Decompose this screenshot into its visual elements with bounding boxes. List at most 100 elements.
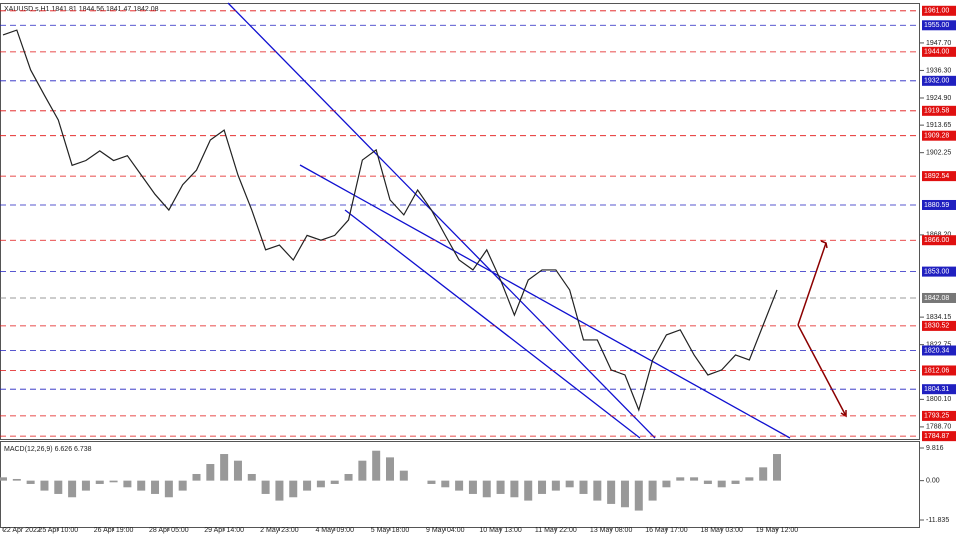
macd-bar [220,454,229,481]
macd-bar [468,480,477,494]
macd-bar [137,480,146,491]
y-tick-label: 1800.10 [926,396,951,403]
macd-bar [109,480,118,483]
macd-bar [358,460,367,481]
channel-line [344,209,641,439]
main-frame [0,3,920,440]
macd-bar [192,473,201,481]
level-label-box [922,130,956,141]
arrow-head [840,410,847,418]
level-label-box [922,410,956,421]
level-label-box [922,105,956,116]
macd-bar [496,480,505,494]
macd-bar [593,480,602,501]
macd-bar [551,480,560,491]
macd-bar [95,480,104,484]
macd-bar [123,480,132,488]
macd-bar [773,454,781,481]
level-label-box [922,292,956,303]
macd-bar [330,480,339,484]
level-label: 1820.34 [924,347,949,354]
level-label-box [922,5,956,16]
level-label-box [922,365,956,376]
y-tick-label: 1834.15 [926,314,951,321]
level-label-box [922,320,956,331]
macd-frame [0,441,920,528]
y-tick-label: 1936.30 [926,67,951,74]
macd-bar [12,478,21,481]
level-label: 1961.00 [924,8,949,15]
macd-bar [455,480,464,491]
macd-bar [0,477,7,481]
macd-bar [607,480,616,504]
channel-line [299,164,791,439]
macd-bar [54,480,63,494]
level-label: 1932.00 [924,78,949,85]
macd-bar [40,480,49,491]
level-label-box [922,46,956,57]
level-label-box [922,384,956,395]
macd-bar [303,480,312,491]
macd-bar [524,480,533,501]
level-label: 1784.87 [924,433,949,440]
macd-bar [745,477,754,481]
macd-title: MACD(12,26,9) 6.626 6.738 [4,446,92,453]
level-label-box [922,171,956,182]
level-label: 1793.25 [924,413,949,420]
y-tick-label: 1913.65 [926,122,951,129]
level-label-box [922,266,956,277]
macd-bar [690,477,699,481]
y-tick-label: 1902.25 [926,150,951,157]
level-label: 1830.52 [924,323,949,330]
y-tick-label: 1788.70 [926,424,951,431]
y-tick-label: 1947.70 [926,40,951,47]
macd-bar [68,480,77,498]
macd-bar [759,467,768,481]
macd-bar [620,480,629,508]
level-label: 1955.00 [924,22,949,29]
level-label: 1944.00 [924,49,949,56]
macd-bar [703,480,712,484]
level-label-box [922,75,956,86]
price-line [2,29,778,412]
macd-bar [275,480,284,501]
level-label-box [922,199,956,210]
macd-bar [344,473,353,481]
y-tick-label: -11.835 [926,517,949,524]
x-tick-label: 22 Apr 2022 [3,527,41,534]
chart-title: XAUUSD.s,H1 1841.81 1844.56 1841.47 1842… [4,6,159,13]
level-label: 1919.58 [924,108,949,115]
arrow-head [820,240,828,249]
y-tick-label: 9.816 [926,445,944,452]
arrow-up [797,242,827,326]
level-label: 1880.59 [924,202,949,209]
macd-bar [151,480,160,494]
y-tick-label: 1924.90 [926,95,951,102]
macd-bar [399,470,408,481]
macd-bar [372,450,381,481]
macd-bar [206,464,215,481]
macd-bar [731,480,740,484]
macd-bar [81,480,90,491]
macd-bar [717,480,726,488]
macd-bar [261,480,270,494]
macd-bar [164,480,173,498]
macd-bar [289,480,298,498]
macd-bar [648,480,657,501]
macd-bar [26,480,35,484]
level-label-box [922,20,956,31]
macd-bar [386,457,394,481]
macd-bar [510,480,519,498]
macd-bar [634,480,643,511]
channel-line [227,2,656,439]
level-label: 1866.00 [924,237,949,244]
level-label: 1804.31 [924,386,949,393]
level-label: 1853.00 [924,268,949,275]
level-label: 1909.28 [924,133,949,140]
macd-bar [441,480,450,488]
macd-bar [316,480,325,488]
macd-bar [233,460,242,481]
level-label-box [922,431,956,442]
